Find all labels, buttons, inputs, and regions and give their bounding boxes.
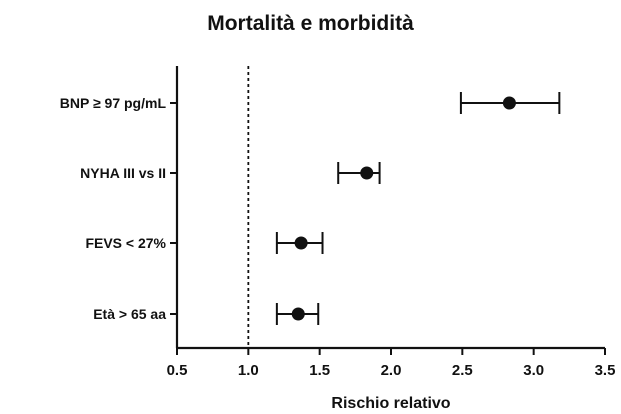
axes <box>175 66 605 350</box>
y-tick-label: NYHA III vs II <box>80 165 166 181</box>
estimate-point <box>294 236 308 250</box>
y-tick-label: FEVS < 27% <box>85 235 166 251</box>
rows: BNP ≥ 97 pg/mL NYHA III vs II FEVS < 27% Et… <box>60 92 561 325</box>
x-ticks: 0.5 1.0 1.5 2.0 2.5 3.0 3.5 <box>167 348 616 379</box>
x-tick-label: 3.0 <box>523 362 544 379</box>
y-tick-label: BNP ≥ 97 pg/mL <box>60 95 167 111</box>
x-tick-label: 1.0 <box>238 362 259 379</box>
x-tick-label: 3.5 <box>595 362 616 379</box>
chart-title: Mortalità e morbidità <box>207 12 414 35</box>
estimate-point <box>360 166 374 180</box>
y-tick-label: Età > 65 aa <box>93 306 166 322</box>
x-tick-label: 2.5 <box>452 362 473 379</box>
x-tick-label: 1.5 <box>309 362 330 379</box>
x-axis-label: Rischio relativo <box>331 395 450 412</box>
estimate-point <box>291 307 305 321</box>
x-tick-label: 2.0 <box>381 362 402 379</box>
x-tick-label: 0.5 <box>167 362 188 379</box>
estimate-point <box>502 96 516 110</box>
